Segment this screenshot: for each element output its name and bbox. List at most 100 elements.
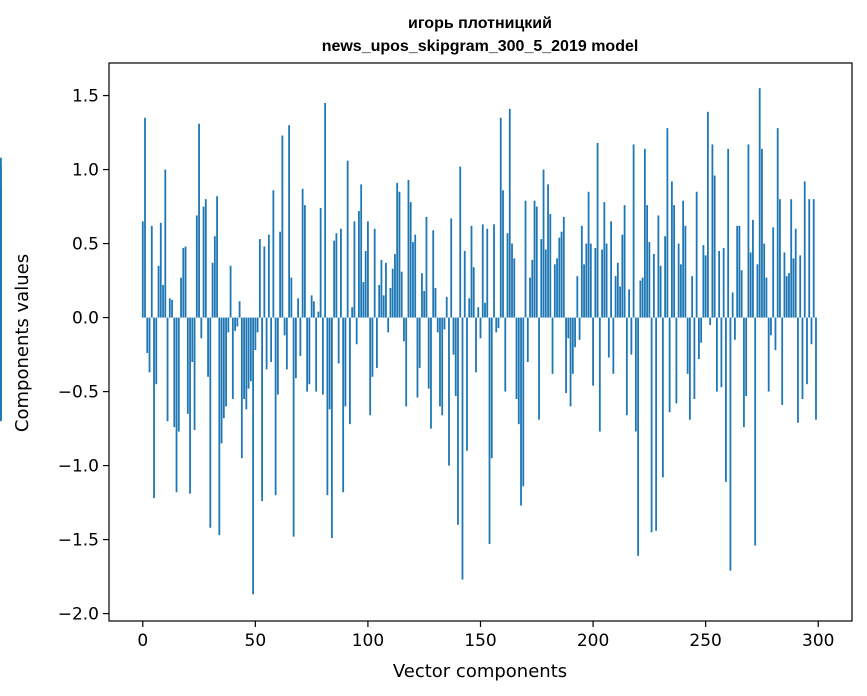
y-tick-label: −1.5 xyxy=(58,531,99,551)
bar xyxy=(603,202,606,318)
bar xyxy=(141,221,144,318)
bar xyxy=(781,317,784,405)
bar xyxy=(794,228,797,318)
bar xyxy=(256,317,259,333)
bar xyxy=(713,175,716,318)
bar xyxy=(749,252,752,318)
bar xyxy=(520,317,522,506)
bar xyxy=(249,317,252,382)
bar xyxy=(605,243,608,318)
bar xyxy=(326,317,329,496)
bar xyxy=(281,135,284,318)
bar xyxy=(743,317,745,428)
bar xyxy=(553,264,556,318)
bar xyxy=(511,243,513,318)
bar xyxy=(486,228,489,318)
bar xyxy=(698,317,700,360)
bar xyxy=(225,317,227,407)
bar xyxy=(517,317,520,425)
bar xyxy=(238,301,241,318)
bar xyxy=(684,225,687,318)
bar xyxy=(632,144,635,318)
bar xyxy=(731,292,734,318)
bar xyxy=(427,317,430,389)
bar xyxy=(670,181,673,318)
bar xyxy=(211,262,214,318)
bar xyxy=(468,298,471,318)
x-tick-label: 50 xyxy=(245,631,267,651)
bar xyxy=(547,184,549,318)
bar xyxy=(736,225,739,318)
bar xyxy=(734,317,736,340)
bar xyxy=(276,317,279,395)
bar xyxy=(333,240,336,318)
bar xyxy=(180,277,182,318)
bar xyxy=(342,317,345,493)
bar xyxy=(159,222,162,318)
bar xyxy=(576,276,579,318)
bar xyxy=(321,317,324,395)
bar xyxy=(578,317,581,340)
bar xyxy=(164,169,167,318)
bar xyxy=(434,287,437,318)
bar xyxy=(522,317,525,487)
bar xyxy=(0,317,2,324)
bar xyxy=(171,299,173,318)
bar xyxy=(0,187,2,318)
bar xyxy=(495,317,498,333)
bar xyxy=(529,277,531,318)
y-axis-label: Components values xyxy=(12,254,33,432)
bar xyxy=(364,250,367,318)
y-ticks: −2.0 −1.5 −1.0 −0.5 0.0 0.5 1.0 1.5 xyxy=(58,87,109,625)
bar xyxy=(270,317,273,362)
bar xyxy=(556,258,558,318)
bar xyxy=(247,317,250,389)
bar xyxy=(639,280,642,318)
bar xyxy=(382,295,385,318)
bar xyxy=(430,317,432,429)
bar xyxy=(412,242,414,318)
bar xyxy=(409,202,412,318)
bar xyxy=(245,317,248,410)
x-ticks: 0 50 100 150 200 250 300 xyxy=(137,621,834,651)
bar xyxy=(634,317,637,432)
bar xyxy=(785,276,788,318)
bar xyxy=(425,216,428,318)
bar xyxy=(695,191,698,318)
x-tick-label: 150 xyxy=(464,631,496,651)
bar xyxy=(272,190,275,318)
bar xyxy=(155,317,158,385)
bar xyxy=(317,311,320,318)
y-tick-label: −0.5 xyxy=(58,383,99,403)
bar xyxy=(679,264,682,318)
y-tick-label: −2.0 xyxy=(58,605,99,625)
bar xyxy=(580,225,583,318)
y-tick-label: −1.0 xyxy=(58,457,99,477)
bar xyxy=(718,250,721,318)
bar xyxy=(504,317,507,392)
bar xyxy=(720,317,723,388)
bar xyxy=(493,224,495,318)
bar xyxy=(416,317,419,398)
bar xyxy=(466,317,468,451)
bar xyxy=(725,317,727,482)
bar xyxy=(648,242,651,318)
bar xyxy=(797,317,799,423)
bar xyxy=(240,317,243,459)
bar xyxy=(236,317,239,327)
bar xyxy=(146,317,149,354)
bar xyxy=(637,317,640,556)
bar xyxy=(308,317,311,385)
bar xyxy=(621,234,624,318)
x-tick-label: 200 xyxy=(577,631,609,651)
bar xyxy=(193,317,196,431)
bar xyxy=(414,234,417,318)
bar xyxy=(558,237,561,318)
bar xyxy=(623,205,626,318)
bar xyxy=(704,255,707,318)
bar xyxy=(758,88,761,318)
bar xyxy=(756,264,759,318)
bar xyxy=(508,108,511,318)
bar xyxy=(376,317,378,368)
